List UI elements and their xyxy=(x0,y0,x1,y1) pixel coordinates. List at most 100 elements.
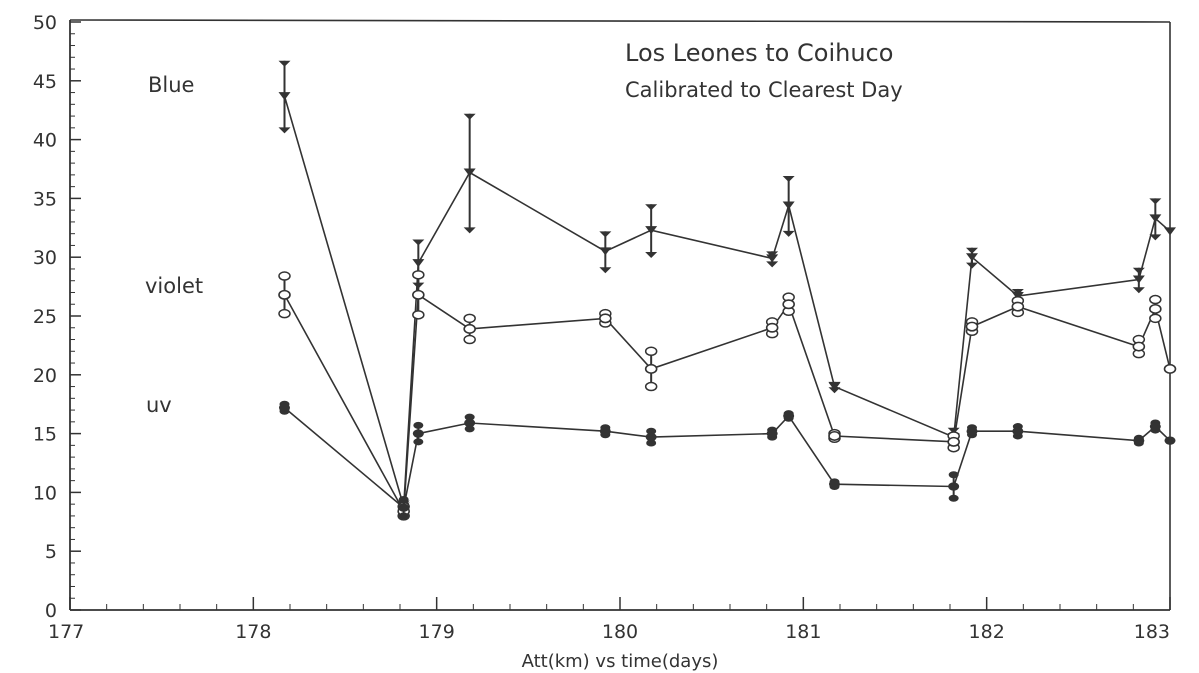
error-cap-bottom xyxy=(278,308,291,319)
data-point xyxy=(966,427,978,436)
data-point xyxy=(765,322,779,333)
chart-subtitle: Calibrated to Clearest Day xyxy=(625,78,903,102)
error-cap-top xyxy=(412,270,425,280)
error-cap-top xyxy=(1149,294,1162,305)
data-point xyxy=(1149,422,1161,431)
data-point xyxy=(645,432,657,442)
error-cap-top xyxy=(413,421,424,429)
data-point xyxy=(464,418,476,428)
error-cap-bottom xyxy=(782,230,795,237)
data-point xyxy=(1011,301,1025,312)
error-cap-bottom xyxy=(464,425,475,433)
plot-frame-top xyxy=(69,19,1171,23)
x-axis-label: Att(km) vs time(days) xyxy=(522,651,719,672)
error-cap-top xyxy=(782,176,795,183)
data-point xyxy=(766,254,779,263)
x-tick-label: 179 xyxy=(419,621,455,643)
error-cap-top xyxy=(766,251,779,258)
data-point xyxy=(1149,303,1162,314)
y-tick-label: 0 xyxy=(45,600,57,622)
data-point xyxy=(782,299,795,310)
data-point xyxy=(1132,275,1145,284)
data-point xyxy=(947,436,960,447)
data-point xyxy=(278,289,291,300)
series-layer xyxy=(278,60,1177,521)
error-cap-top xyxy=(1011,288,1024,295)
data-point xyxy=(965,321,979,332)
y-tick-label: 10 xyxy=(33,482,57,504)
error-cap-top xyxy=(947,427,960,434)
error-cap-top xyxy=(463,113,476,120)
y-tick-label: 45 xyxy=(33,71,57,93)
error-cap-bottom xyxy=(645,252,658,259)
error-cap-top xyxy=(464,413,475,421)
error-cap-top xyxy=(966,247,978,254)
error-cap-top xyxy=(644,346,658,357)
error-cap-bottom xyxy=(278,127,291,134)
data-point xyxy=(278,92,291,101)
data-point xyxy=(1163,363,1177,374)
data-point xyxy=(766,429,778,438)
x-tick-label: 183 xyxy=(1134,621,1170,643)
data-point xyxy=(966,253,978,262)
error-cap-top xyxy=(412,239,425,246)
error-cap-bottom xyxy=(1149,234,1162,241)
series-violet xyxy=(278,270,1177,521)
series-label-uv: uv xyxy=(146,393,172,417)
y-tick-label: 30 xyxy=(33,247,57,269)
x-tick-label: 177 xyxy=(48,621,84,643)
error-cap-bottom xyxy=(1149,313,1162,324)
error-cap-bottom xyxy=(463,227,476,234)
error-cap-top xyxy=(1132,267,1145,274)
error-cap-bottom xyxy=(398,512,409,520)
data-point xyxy=(782,201,795,210)
data-point xyxy=(783,411,795,421)
data-point xyxy=(279,403,290,412)
error-cap-bottom xyxy=(766,261,779,268)
data-point xyxy=(463,168,476,177)
y-tick-label: 25 xyxy=(33,306,57,328)
error-cap-top xyxy=(645,204,658,211)
data-point xyxy=(645,226,658,235)
data-point xyxy=(412,429,424,438)
data-point xyxy=(463,323,476,334)
x-tick-label: 182 xyxy=(969,621,1005,643)
x-tick-label: 178 xyxy=(235,621,271,643)
error-cap-top xyxy=(278,60,291,67)
data-point xyxy=(1164,227,1176,236)
data-point xyxy=(948,482,960,491)
axis-ticks: 0 5 10 15 20 25 30 35 40 45 50 177 178 179 180 181 182 18… xyxy=(33,12,1171,643)
error-cap-bottom xyxy=(412,310,425,320)
series-label-violet: violet xyxy=(145,274,203,298)
series-label-blue: Blue xyxy=(148,73,194,97)
y-tick-label: 20 xyxy=(33,365,57,387)
data-point xyxy=(599,427,611,436)
data-point xyxy=(1164,436,1176,445)
error-cap-top xyxy=(278,271,291,281)
data-point xyxy=(412,259,425,268)
x-tick-label: 180 xyxy=(602,621,638,643)
error-cap-bottom xyxy=(948,494,959,502)
data-point xyxy=(1012,427,1024,436)
data-point xyxy=(398,503,410,512)
y-tick-label: 50 xyxy=(33,12,57,34)
error-cap-bottom xyxy=(646,439,657,447)
data-point xyxy=(828,430,841,441)
y-tick-label: 40 xyxy=(33,130,57,152)
series-uv xyxy=(279,400,1176,520)
data-point xyxy=(644,363,658,374)
chart-title: Los Leones to Coihuco xyxy=(625,39,893,67)
data-point xyxy=(828,382,841,391)
data-point xyxy=(1132,341,1146,352)
error-cap-bottom xyxy=(463,334,476,345)
error-cap-top xyxy=(398,495,409,503)
y-tick-label: 5 xyxy=(45,541,57,563)
error-cap-bottom xyxy=(644,381,658,392)
y-tick-label: 15 xyxy=(33,424,57,446)
error-cap-top xyxy=(463,313,476,324)
data-point xyxy=(599,247,612,256)
data-point xyxy=(1133,436,1145,445)
error-cap-top xyxy=(948,471,959,479)
error-cap-bottom xyxy=(966,262,978,269)
